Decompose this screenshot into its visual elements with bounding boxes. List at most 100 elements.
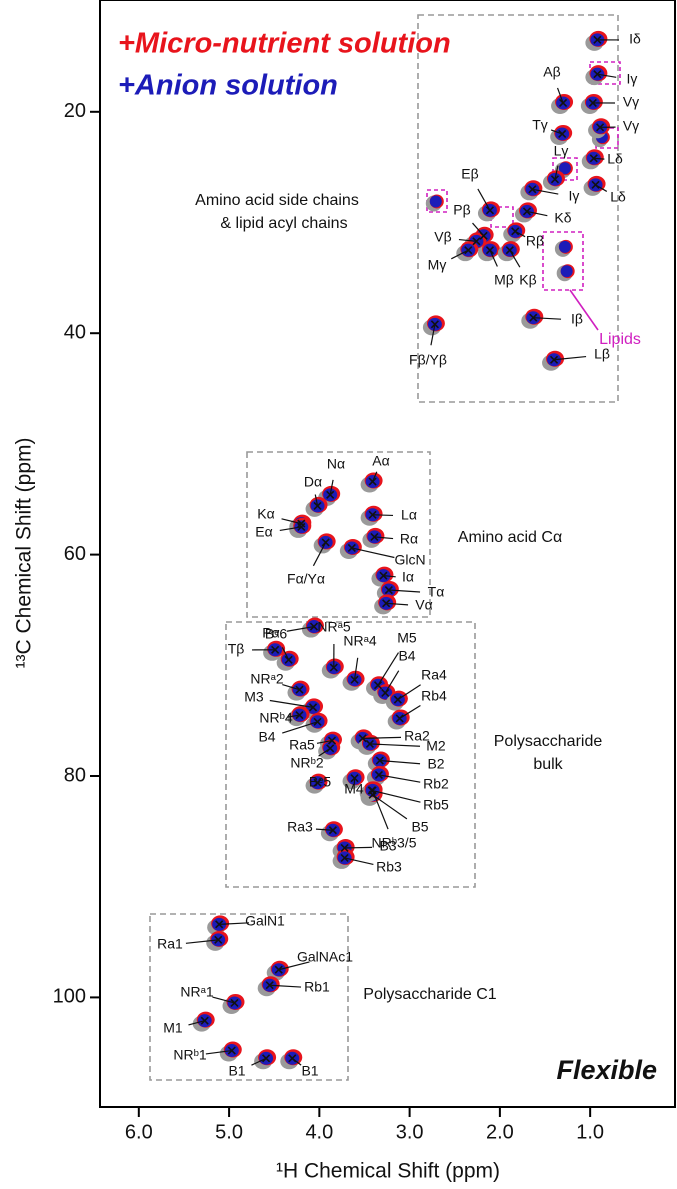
peak-label: M4 [344, 781, 364, 797]
lipid-peak-blue [429, 195, 442, 208]
leader-line [281, 647, 290, 661]
peak-label: Kβ [519, 272, 536, 288]
peak-label: Ra4 [421, 667, 447, 683]
peak-cross [230, 998, 239, 1008]
peak-cross [472, 237, 481, 246]
leader-line [312, 542, 327, 567]
peak-cross [549, 355, 559, 364]
peak-cross [308, 703, 318, 712]
peak-label: Mβ [494, 272, 514, 288]
leader-line [553, 355, 587, 361]
leader-line [286, 625, 315, 632]
x-tick-label: 2.0 [486, 1121, 514, 1143]
peak-cross [593, 35, 602, 44]
peak-cross [528, 185, 537, 194]
peak-label: Rβ [526, 233, 544, 249]
leader-line [597, 73, 617, 78]
y-tick-label: 100 [53, 986, 86, 1008]
peak-label: Tα [428, 584, 445, 600]
peak-cross [284, 655, 293, 664]
peak-cross [395, 714, 404, 723]
peak-label: Nα [327, 456, 345, 472]
peak-label: NRᵇ4 [259, 710, 293, 726]
condition-label: Flexible [556, 1055, 657, 1085]
peak-label: Fα/Yα [287, 571, 325, 587]
peak-label: Iγ [627, 71, 638, 87]
lipid-peak-blue [558, 240, 571, 253]
peak-label: NRᵃ4 [343, 633, 376, 649]
peak-cross [375, 756, 384, 765]
peak-label: Vγ [623, 118, 639, 134]
region-label: & lipid acyl chains [220, 215, 347, 232]
peak-label: Rb3 [376, 859, 402, 875]
peak-label: Vγ [623, 94, 639, 110]
peak-cross [350, 774, 359, 783]
peak-cross [271, 645, 280, 654]
peak-cross [588, 98, 597, 108]
leader-line [212, 996, 235, 1004]
leader-line [371, 789, 421, 803]
leader-line [386, 602, 409, 606]
peak-label: NRᵃ2 [250, 671, 283, 687]
peak-cross [295, 685, 304, 694]
peak-cross [262, 1054, 271, 1063]
leader-line [329, 479, 334, 495]
leader-line [489, 249, 498, 267]
peak-cross [227, 1046, 236, 1055]
leader-line [372, 790, 389, 830]
leader-line [188, 1020, 205, 1026]
leader-line [399, 704, 421, 719]
plot-frame [99, 0, 676, 1108]
peak-label: NRᵇ2 [290, 755, 324, 771]
leader-line [593, 157, 605, 160]
leader-line [269, 699, 314, 708]
x-tick-label: 4.0 [305, 1121, 333, 1143]
peak-label: Vα [415, 597, 432, 613]
x-axis-title: ¹H Chemical Shift (ppm) [276, 1160, 500, 1183]
leader-line [384, 670, 400, 694]
legend-entry: +Micro-nutrient solution [118, 28, 451, 60]
leader-line [291, 1057, 302, 1066]
peak-label: M5 [397, 630, 417, 646]
legend-entry: +Anion solution [118, 70, 338, 102]
leader-line [514, 230, 526, 238]
peak-label: GlcN [394, 552, 425, 568]
leader-line [458, 238, 477, 242]
peak-label: Bᵉ5 [309, 774, 332, 790]
leader-line [219, 922, 250, 925]
peak-label: GalNAc1 [297, 949, 353, 965]
peak-cross [214, 935, 223, 944]
leader-line [316, 739, 333, 744]
leader-line [315, 828, 333, 831]
peak-label: Rb1 [304, 979, 330, 995]
peak-label: Ra3 [287, 819, 313, 835]
leader-line [372, 794, 408, 820]
peak-label: B5 [411, 819, 428, 835]
region-label: Polysaccharide [494, 733, 603, 750]
leader-line [314, 494, 319, 507]
peak-labels: Iδ Iγ Aβ Vγ Vγ Tγ Lγ Lδ Lδ Iγ Eβ Kδ Pβ Rβ Vβ Mγ Mβ Kβ Iβ Fβ… [157, 31, 641, 1079]
peak-label: NRᵃ1 [180, 984, 213, 1000]
peak-label: Mγ [428, 257, 447, 273]
peak-label: Iδ [629, 31, 641, 47]
leader-line [369, 743, 421, 747]
leader-line [472, 222, 485, 237]
peak-label: Ra2 [404, 728, 430, 744]
leader-line [344, 857, 374, 866]
peak-label: Aβ [543, 64, 560, 80]
region-label: Amino acid side chains [195, 192, 359, 209]
leader-line [388, 589, 421, 593]
y-tick-label: 80 [64, 764, 86, 786]
peak-label: Ra5 [289, 737, 315, 753]
leader-line [278, 961, 310, 971]
y-tick-label: 60 [64, 543, 86, 565]
leader-line [344, 846, 373, 849]
peak-cross [593, 70, 602, 79]
region-label: Amino acid Cα [458, 529, 562, 546]
leader-line [509, 249, 521, 268]
peak-label: Iα [402, 569, 414, 585]
peak-cross [215, 920, 224, 929]
peak-label: Pα [262, 625, 279, 641]
leader-line [251, 1057, 267, 1066]
